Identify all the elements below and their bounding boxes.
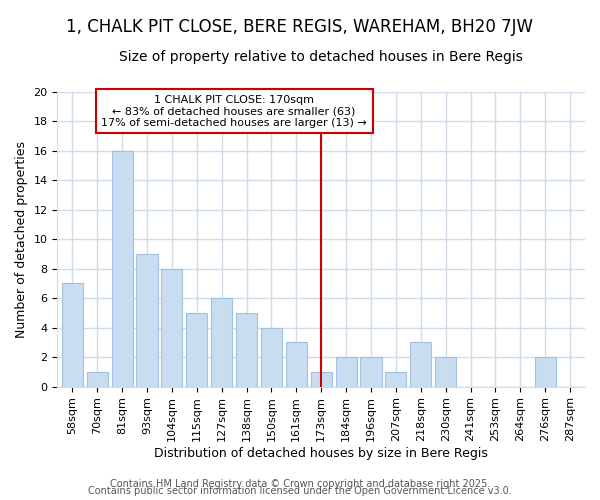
Bar [410,342,431,386]
X-axis label: Distribution of detached houses by size in Bere Regis: Distribution of detached houses by size … [154,447,488,460]
Bar [261,328,282,386]
Text: 1 CHALK PIT CLOSE: 170sqm
← 83% of detached houses are smaller (63)
17% of semi-: 1 CHALK PIT CLOSE: 170sqm ← 83% of detac… [101,94,367,128]
Title: Size of property relative to detached houses in Bere Regis: Size of property relative to detached ho… [119,50,523,64]
Text: 1, CHALK PIT CLOSE, BERE REGIS, WAREHAM, BH20 7JW: 1, CHALK PIT CLOSE, BERE REGIS, WAREHAM,… [67,18,533,36]
Bar [86,372,108,386]
Bar [535,357,556,386]
Bar [211,298,232,386]
Text: Contains public sector information licensed under the Open Government Licence v3: Contains public sector information licen… [88,486,512,496]
Bar [286,342,307,386]
Bar [361,357,382,386]
Y-axis label: Number of detached properties: Number of detached properties [15,140,28,338]
Bar [62,284,83,387]
Bar [236,313,257,386]
Bar [311,372,332,386]
Bar [136,254,158,386]
Bar [161,268,182,386]
Bar [435,357,456,386]
Bar [335,357,356,386]
Text: Contains HM Land Registry data © Crown copyright and database right 2025.: Contains HM Land Registry data © Crown c… [110,479,490,489]
Bar [385,372,406,386]
Bar [112,150,133,386]
Bar [186,313,208,386]
